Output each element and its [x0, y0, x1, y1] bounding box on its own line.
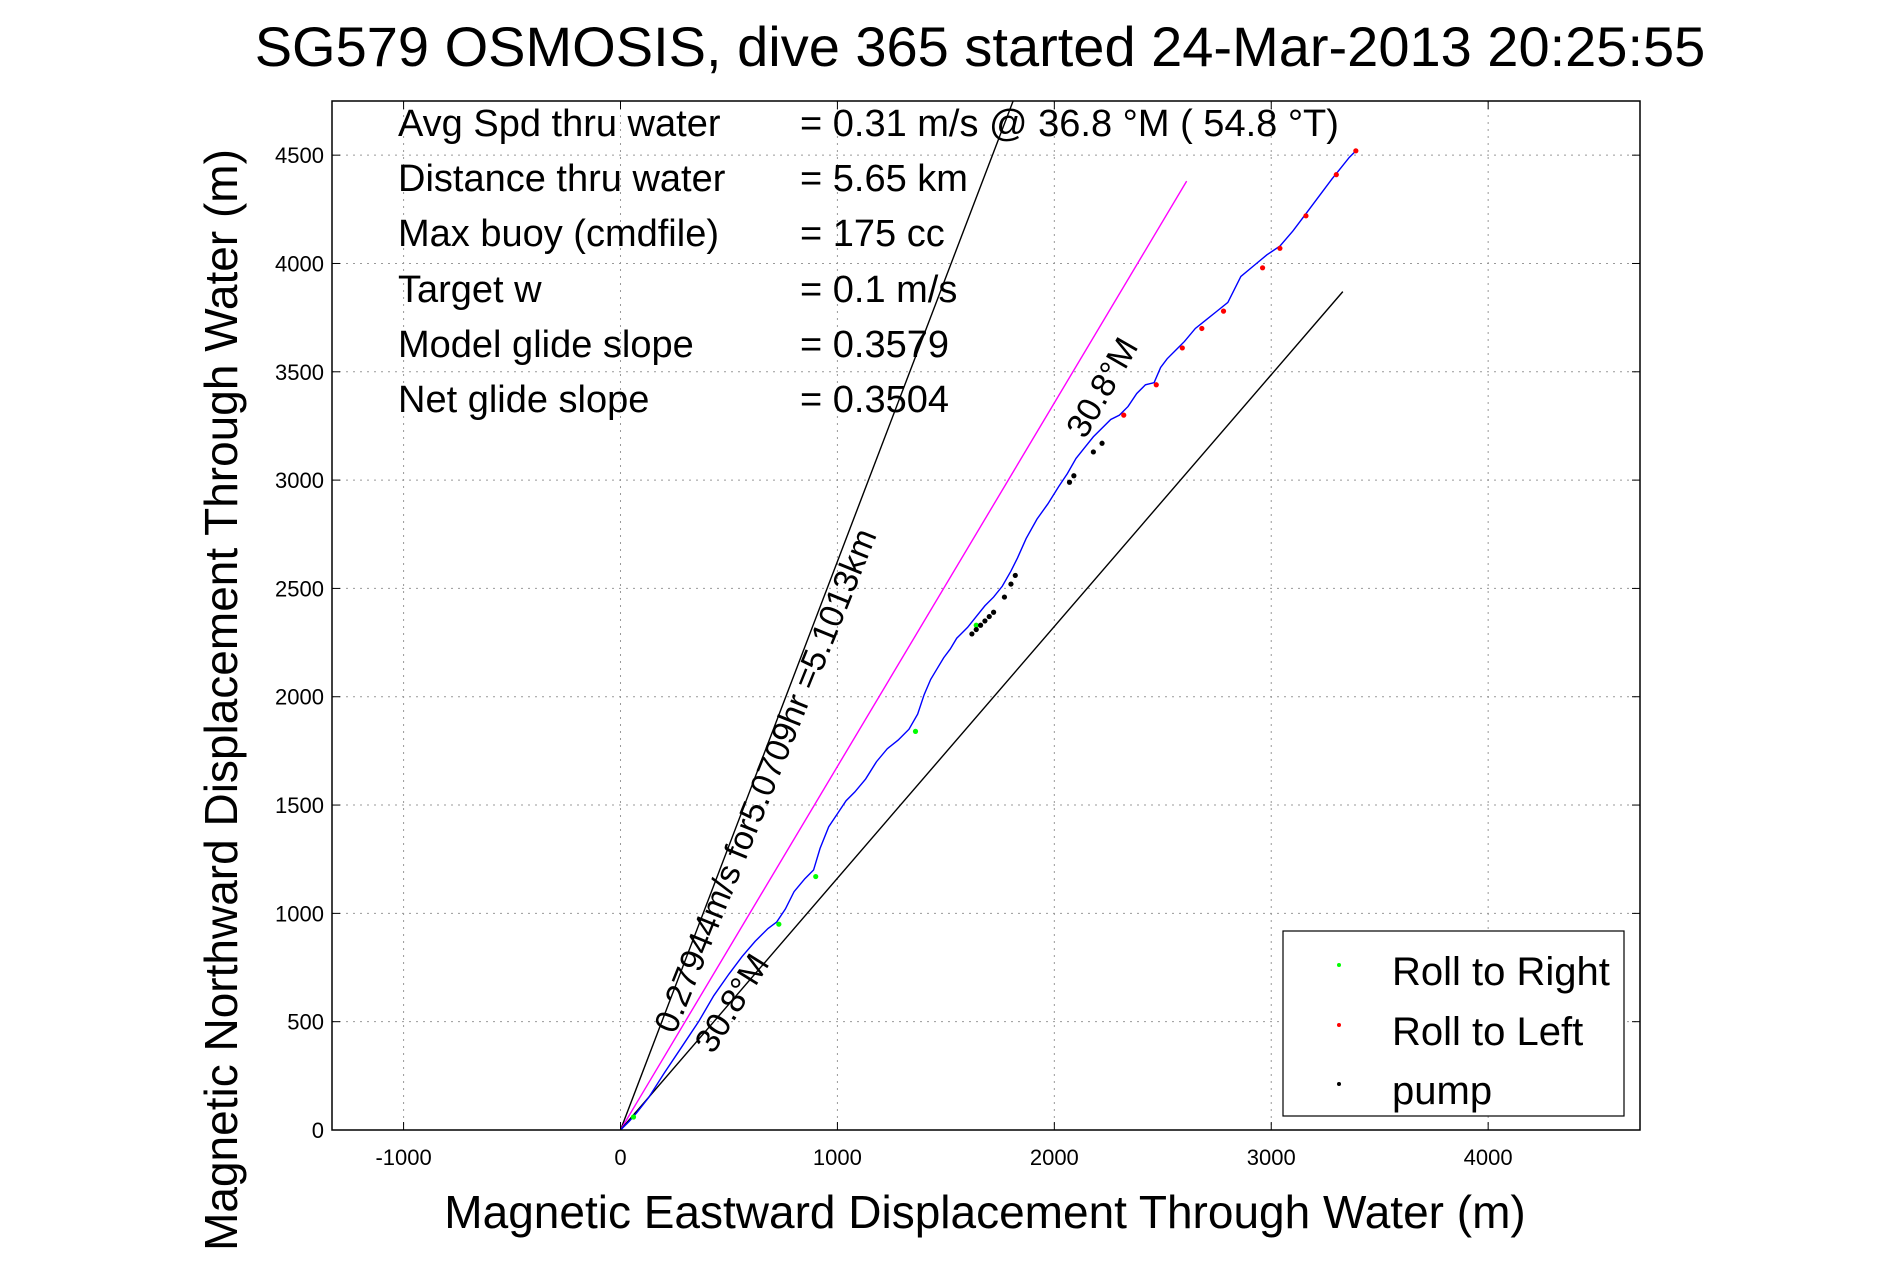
- info-label-model-glide: Model glide slope: [398, 324, 694, 366]
- marker-pump: [986, 613, 992, 620]
- chart-title: SG579 OSMOSIS, dive 365 started 24-Mar-2…: [255, 15, 1706, 78]
- marker-roll-to-right: [776, 921, 782, 927]
- reference-lines: [619, 100, 1344, 1131]
- marker-pump: [977, 622, 984, 628]
- info-label-max-buoy: Max buoy (cmdfile): [398, 213, 719, 255]
- markers: [630, 148, 1359, 1120]
- marker-roll-to-left: [1277, 245, 1283, 251]
- y-tick-label: 1000: [275, 901, 324, 926]
- axes-box: [331, 100, 1641, 1131]
- x-tick-label: 0: [614, 1145, 626, 1170]
- marker-roll-to-left: [1121, 412, 1127, 418]
- marker-pump: [990, 609, 997, 615]
- y-axis-label: Magnetic Northward Displacement Through …: [195, 149, 247, 1251]
- marker-pump: [1090, 449, 1096, 455]
- marker-roll-to-left: [1353, 148, 1359, 154]
- marker-roll-to-right: [973, 622, 979, 628]
- marker-roll-to-left: [1153, 382, 1159, 388]
- legend: Roll to Right Roll to Left pump: [1282, 930, 1625, 1117]
- marker-pump: [1099, 440, 1105, 446]
- marker-roll-to-right: [630, 1114, 637, 1120]
- y-tick-label: 3500: [275, 360, 324, 385]
- marker-pump: [973, 626, 979, 633]
- y-tick-label: 2000: [275, 685, 324, 710]
- marker-pump: [1001, 594, 1008, 600]
- x-axis-ticks: -1000 0 1000 2000 3000 4000: [375, 101, 1513, 1170]
- marker-pump: [969, 631, 975, 637]
- y-tick-label: 1500: [275, 793, 324, 818]
- info-value-model-glide: = 0.3579: [800, 324, 949, 366]
- marker-roll-to-left: [1259, 265, 1266, 271]
- marker-pump: [1008, 581, 1014, 587]
- y-tick-label: 4500: [275, 143, 324, 168]
- reference-line-heading: [619, 180, 1188, 1131]
- info-value-target-w: = 0.1 m/s: [800, 269, 957, 311]
- info-block: Avg Spd thru water = 0.31 m/s @ 36.8 °M …: [398, 103, 1339, 421]
- y-tick-label: 2500: [275, 576, 324, 601]
- info-value-net-glide: = 0.3504: [800, 379, 949, 421]
- y-tick-label: 3000: [275, 468, 324, 493]
- marker-pump: [1071, 473, 1077, 479]
- info-label-distance: Distance thru water: [398, 158, 726, 200]
- track: [620, 150, 1357, 1131]
- legend-marker-roll-right: [1337, 963, 1341, 967]
- x-tick-label: -1000: [375, 1145, 431, 1170]
- x-axis-label: Magnetic Eastward Displacement Through W…: [444, 1186, 1525, 1238]
- marker-roll-to-left: [1199, 325, 1205, 332]
- y-tick-label: 4000: [275, 251, 324, 276]
- marker-pump: [982, 618, 988, 624]
- legend-marker-roll-left: [1337, 1023, 1341, 1027]
- info-label-avg-speed: Avg Spd thru water: [398, 103, 721, 145]
- marker-roll-to-left: [1220, 308, 1227, 314]
- legend-label-roll-right: Roll to Right: [1392, 950, 1610, 994]
- x-tick-label: 1000: [813, 1145, 862, 1170]
- x-tick-label: 2000: [1030, 1145, 1079, 1170]
- marker-roll-to-right: [912, 728, 919, 734]
- marker-pump: [1012, 572, 1018, 579]
- info-value-distance: = 5.65 km: [800, 158, 968, 200]
- info-value-avg-speed: = 0.31 m/s @ 36.8 °M ( 54.8 °T): [800, 103, 1339, 145]
- info-value-max-buoy: = 175 cc: [800, 213, 945, 255]
- marker-pump: [1066, 479, 1073, 485]
- legend-marker-pump: [1337, 1082, 1341, 1086]
- marker-roll-to-left: [1333, 172, 1339, 178]
- y-tick-label: 0: [312, 1118, 324, 1143]
- legend-label-pump: pump: [1392, 1069, 1492, 1113]
- marker-roll-to-right: [813, 873, 819, 880]
- marker-roll-to-left: [1303, 213, 1309, 219]
- legend-label-roll-left: Roll to Left: [1392, 1010, 1583, 1054]
- y-axis-ticks: 0 500 1000 1500 2000 2500 3000 3500 4000 4500: [275, 143, 1640, 1143]
- reference-line-left_bound: [619, 100, 1014, 1131]
- x-tick-label: 3000: [1247, 1145, 1296, 1170]
- y-tick-label: 500: [287, 1010, 324, 1035]
- x-tick-label: 4000: [1464, 1145, 1513, 1170]
- track-line: [620, 150, 1357, 1131]
- info-label-target-w: Target w: [398, 269, 542, 311]
- reference-line-right_bound: [619, 291, 1344, 1131]
- info-label-net-glide: Net glide slope: [398, 379, 649, 421]
- marker-roll-to-left: [1179, 345, 1185, 351]
